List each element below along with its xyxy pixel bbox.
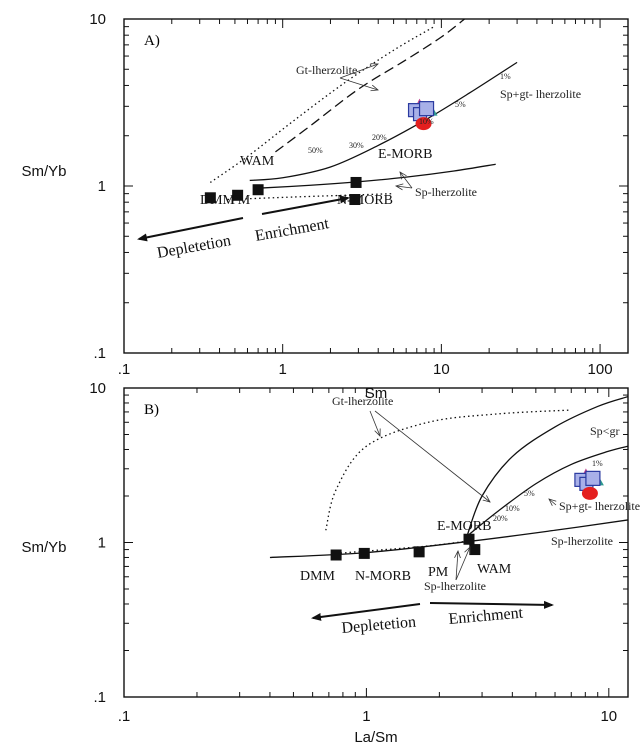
x-tick-label: 100 — [588, 361, 613, 378]
melt-percent-label: 30% — [349, 141, 364, 150]
enrichment-label: Enrichment — [254, 215, 331, 245]
end-member-label: PM — [428, 565, 449, 580]
leader-arrow — [400, 172, 413, 189]
curve-label: Sp+gt- lherzolite — [559, 499, 640, 513]
end-member-label: DMM — [300, 569, 336, 584]
curve-label: Sp-lherzolite — [424, 579, 486, 593]
end-member-point — [349, 194, 361, 206]
end-member-label: PM — [230, 193, 251, 208]
x-tick-label: .1 — [118, 361, 131, 378]
leader-arrow — [396, 186, 413, 188]
end-member-label: N-MORB — [337, 193, 393, 208]
end-member-label: N-MORB — [355, 569, 411, 584]
curve-label: Sp<gr — [590, 424, 619, 438]
leader-arrow — [339, 64, 378, 79]
sample-marker — [585, 470, 601, 486]
curve-label: Sp-lherzolite — [551, 534, 613, 548]
end-member-point — [413, 546, 425, 558]
depletion-label: Depletetion — [156, 232, 232, 262]
curve-label: Gt-lherzolite — [332, 394, 393, 408]
sample-marker — [415, 117, 432, 131]
curve-label: Sp-lherzolite — [415, 185, 477, 199]
melting-curve — [466, 445, 628, 537]
melting-curve — [258, 163, 496, 189]
leader-arrow — [339, 77, 378, 90]
end-member-point — [350, 176, 362, 188]
y-tick-label: 1 — [98, 535, 106, 552]
melting-curve — [336, 540, 468, 555]
melt-percent-label: 20% — [372, 133, 387, 142]
melt-percent-label: 10% — [419, 117, 434, 126]
melting-curve — [466, 395, 628, 537]
end-member-point — [232, 189, 244, 201]
x-axis-title: Sm — [365, 385, 388, 402]
melt-percent-label: 1% — [592, 459, 603, 468]
melt-percent-label: 1% — [500, 72, 511, 81]
leader-arrow — [374, 410, 490, 502]
end-member-label: WAM — [240, 154, 275, 169]
leader-arrow — [455, 547, 470, 581]
depletion-arrow — [311, 603, 421, 621]
melt-percent-label: 20% — [493, 514, 508, 523]
y-tick-label: .1 — [93, 689, 106, 706]
curve-label: Gt-lherzolite — [296, 63, 357, 77]
x-tick-label: 10 — [600, 708, 617, 725]
curves-group — [209, 19, 518, 201]
end-member-point — [204, 192, 216, 204]
melt-percent-label: 5% — [524, 489, 535, 498]
x-tick-label: .1 — [118, 708, 131, 725]
enrichment-arrow — [429, 600, 554, 609]
y-tick-label: 1 — [98, 178, 106, 195]
end-member-point — [358, 547, 370, 559]
y-axis-title: Sm/Yb — [21, 539, 66, 556]
melt-percent-label: 50% — [308, 146, 323, 155]
end-member-point — [330, 549, 342, 561]
end-member-label: DMM — [200, 193, 236, 208]
x-tick-label: 1 — [279, 361, 287, 378]
leader-arrow — [549, 499, 556, 505]
melting-curve — [249, 61, 518, 182]
end-member-label: E-MORB — [378, 147, 432, 162]
end-member-point — [252, 184, 264, 196]
melting-curve — [227, 192, 394, 201]
panel-b: .1 1 10 .1 1 10 La/Sm Sm/Yb B) DMM N-MORB PM E-MORB W… — [21, 380, 640, 746]
y-tick-label: 10 — [89, 380, 106, 397]
enrichment-arrow — [261, 195, 350, 215]
sample-marker — [418, 101, 435, 117]
x-axis-title: La/Sm — [354, 729, 397, 746]
end-member-point — [463, 533, 475, 545]
leader-arrow — [456, 551, 458, 581]
melt-percent-label: 5% — [455, 100, 466, 109]
panel-label: A) — [144, 33, 160, 49]
x-tick-label: 1 — [362, 708, 370, 725]
end-member-point — [469, 544, 481, 556]
depletion-label: Depletetion — [341, 614, 417, 637]
plot-frame — [123, 18, 629, 354]
curve-label: Sp+gt- lherzolite — [500, 87, 581, 101]
end-member-label: WAM — [477, 562, 512, 577]
y-tick-label: .1 — [93, 345, 106, 362]
depletion-arrow — [137, 217, 244, 242]
sample-marker — [581, 486, 598, 500]
x-tick-label: 10 — [433, 361, 450, 378]
leader-arrow — [369, 410, 380, 436]
y-tick-label: 10 — [89, 11, 106, 28]
melting-curve — [325, 409, 572, 531]
enrichment-label: Enrichment — [448, 604, 524, 627]
y-axis-title: Sm/Yb — [21, 163, 66, 180]
melt-percent-label: 10% — [505, 504, 520, 513]
panel-label: B) — [144, 402, 159, 418]
melting-curve — [209, 26, 435, 183]
melting-curve — [275, 19, 465, 153]
end-member-label: E-MORB — [437, 519, 491, 534]
